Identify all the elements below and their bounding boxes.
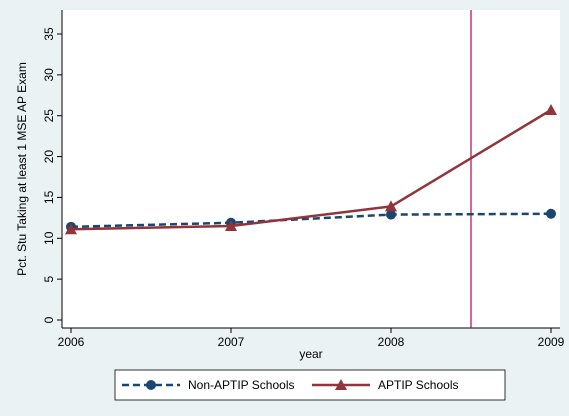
plot-area (62, 10, 560, 328)
y-axis-label: Pct. Stu Taking at least 1 MSE AP Exam (15, 62, 29, 276)
marker (385, 200, 397, 212)
x-tick-label: 2009 (538, 335, 565, 349)
marker (386, 209, 396, 220)
marker (225, 220, 237, 232)
marker (65, 223, 77, 235)
x-tick-label: 2006 (58, 335, 85, 349)
legend-marker (146, 380, 156, 390)
legend-label: APTIP Schools (378, 378, 458, 392)
legend-label: Non-APTIP Schools (188, 378, 295, 392)
marker (545, 103, 557, 115)
y-tick-label: 15 (42, 190, 56, 204)
legend-marker (335, 379, 347, 390)
y-tick-label: 5 (42, 275, 56, 282)
series-line (70, 212, 552, 229)
y-tick-label: 35 (42, 27, 56, 41)
y-tick-label: 10 (42, 231, 56, 245)
series-line (70, 108, 552, 231)
x-tick-label: 2008 (378, 335, 405, 349)
y-tick-label: 20 (42, 150, 56, 164)
x-axis-label: year (299, 347, 322, 361)
y-tick-label: 30 (42, 68, 56, 82)
y-tick-label: 25 (42, 109, 56, 123)
marker (546, 208, 556, 219)
y-tick-label: 0 (42, 316, 56, 323)
x-tick-label: 2007 (218, 335, 245, 349)
